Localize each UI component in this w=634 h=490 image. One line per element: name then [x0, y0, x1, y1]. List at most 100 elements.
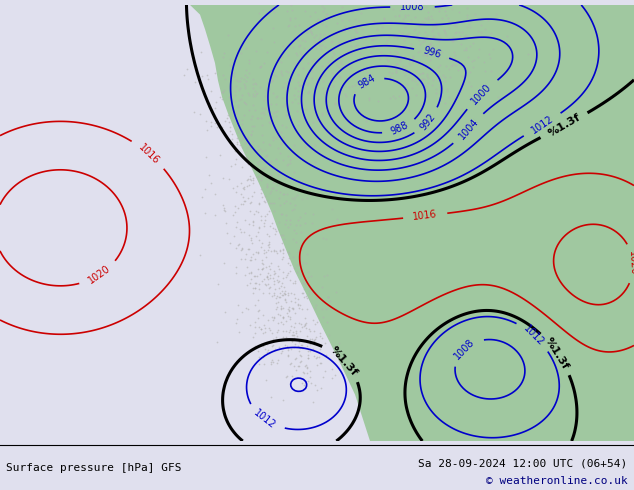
Point [264, 140, 274, 147]
Point [222, 229, 232, 237]
Point [283, 352, 293, 360]
Point [254, 146, 264, 153]
Point [363, 96, 373, 104]
Point [339, 27, 349, 35]
Point [294, 319, 304, 327]
Point [272, 292, 282, 300]
Point [391, 64, 401, 72]
Point [391, 68, 401, 76]
Point [239, 80, 249, 88]
Point [385, 24, 395, 31]
Point [293, 301, 303, 309]
Point [402, 98, 412, 106]
Point [418, 69, 428, 76]
Point [322, 10, 332, 18]
Point [339, 24, 349, 32]
Point [279, 283, 289, 291]
Text: %1.3f: %1.3f [328, 344, 359, 378]
Point [311, 354, 321, 362]
Point [277, 121, 287, 128]
Point [269, 292, 279, 299]
Point [391, 66, 401, 74]
Point [316, 73, 326, 81]
Point [233, 118, 243, 126]
Point [302, 338, 312, 346]
Point [290, 14, 300, 22]
Point [276, 141, 286, 148]
Point [239, 75, 249, 83]
Point [417, 69, 427, 77]
Point [332, 20, 342, 27]
Point [254, 223, 264, 231]
Point [291, 327, 301, 335]
Point [240, 255, 250, 263]
Point [429, 22, 439, 29]
Point [419, 18, 429, 26]
Point [450, 61, 460, 69]
Point [270, 345, 280, 353]
Point [259, 260, 269, 268]
Point [360, 35, 370, 43]
Point [257, 122, 267, 129]
Point [358, 83, 368, 91]
Point [287, 331, 297, 339]
Point [389, 33, 399, 41]
Point [333, 352, 344, 360]
Point [453, 58, 463, 66]
Point [294, 117, 304, 125]
Point [294, 295, 304, 303]
Point [258, 329, 268, 337]
Point [292, 107, 302, 115]
Point [243, 245, 253, 253]
Point [288, 331, 298, 339]
Point [372, 45, 382, 53]
Point [427, 25, 437, 33]
Point [430, 2, 440, 10]
Point [297, 243, 307, 250]
Point [215, 93, 225, 101]
Point [253, 160, 263, 168]
Point [262, 273, 272, 281]
Point [295, 253, 305, 261]
Point [404, 62, 415, 70]
Point [230, 97, 240, 105]
Point [207, 122, 217, 130]
Point [439, 74, 450, 81]
Point [276, 349, 287, 357]
Point [276, 336, 287, 343]
Point [269, 269, 280, 277]
Point [262, 183, 272, 191]
Point [289, 331, 299, 339]
Point [283, 160, 294, 168]
Point [294, 300, 304, 308]
Point [250, 255, 260, 263]
Point [248, 84, 258, 92]
Point [310, 335, 320, 343]
Point [271, 93, 281, 100]
Point [305, 338, 315, 346]
Point [394, 44, 404, 52]
Point [316, 335, 327, 343]
Point [268, 335, 278, 343]
Point [236, 74, 246, 82]
Point [269, 277, 280, 285]
Point [469, 56, 479, 64]
Point [231, 223, 242, 231]
Point [285, 360, 295, 368]
Point [264, 207, 274, 215]
Point [294, 248, 304, 256]
Point [295, 327, 305, 335]
Point [272, 359, 282, 367]
Text: 1016: 1016 [136, 142, 161, 166]
Point [275, 128, 285, 136]
Point [297, 51, 307, 59]
Point [276, 282, 286, 290]
Point [278, 253, 288, 261]
Point [202, 71, 212, 79]
Point [278, 268, 288, 276]
Point [334, 357, 344, 365]
Point [428, 33, 438, 41]
Point [315, 30, 325, 38]
Point [235, 77, 245, 85]
Point [250, 106, 260, 114]
